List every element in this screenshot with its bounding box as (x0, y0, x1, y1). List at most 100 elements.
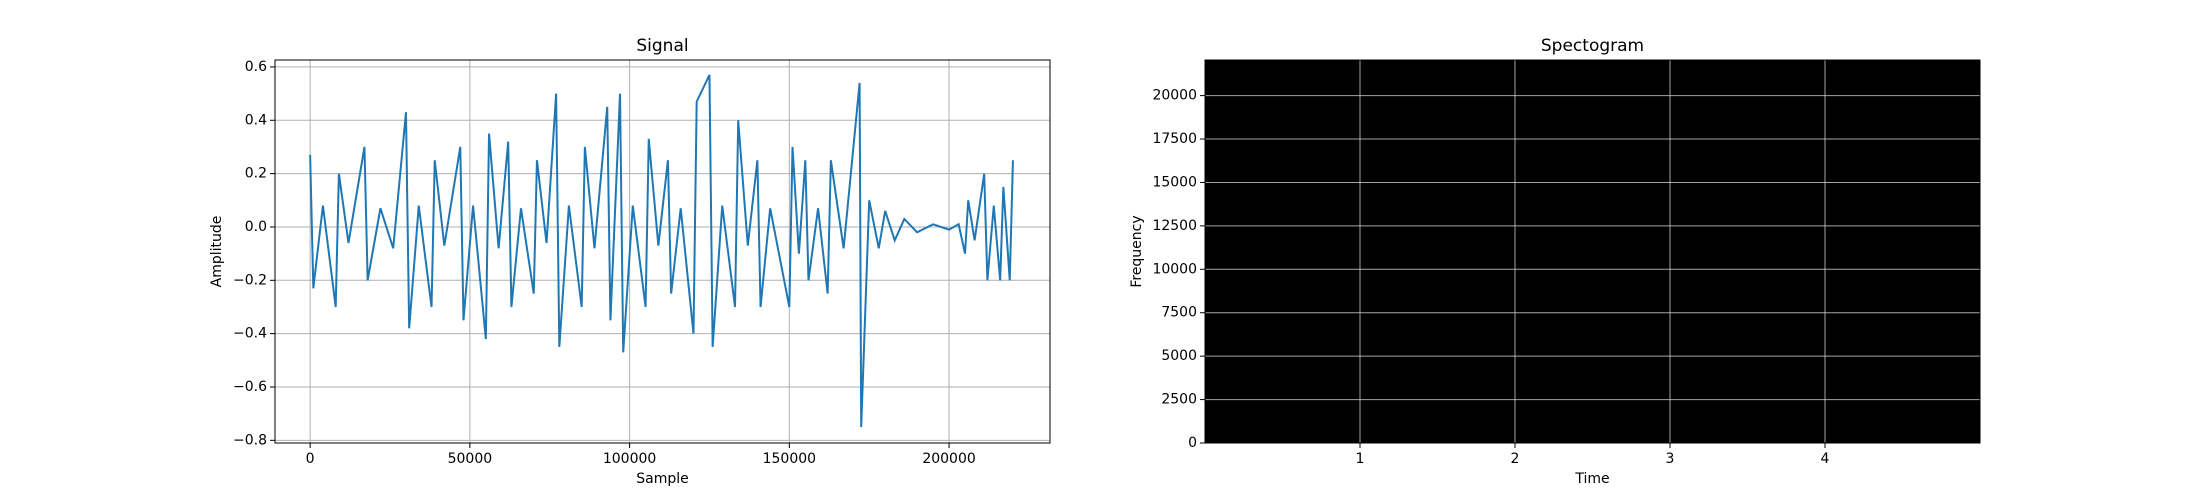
heatmap-cell (1422, 269, 1454, 314)
heatmap-cell (1391, 399, 1423, 427)
axes-frame (1204, 59, 1981, 444)
heatmap-cell (1453, 399, 1485, 427)
heatmap-cell (1453, 312, 1485, 357)
heatmap-cell (1546, 312, 1578, 357)
chart-title: Signal (636, 36, 688, 56)
heatmap-cell (1298, 60, 1330, 105)
heatmap-cell (1825, 60, 1857, 105)
y-tick-label: 7500 (1161, 305, 1197, 321)
heatmap-cell (1422, 225, 1454, 270)
heatmap-cell (1360, 399, 1392, 427)
heatmap-cell (1267, 60, 1299, 105)
heatmap-cell (1918, 269, 1950, 314)
heatmap-cell (1825, 225, 1857, 270)
heatmap-cell (1794, 425, 1826, 443)
heatmap-cell (1608, 182, 1640, 227)
heatmap-cell (1577, 60, 1609, 105)
heatmap-cell (1639, 182, 1671, 227)
heatmap-cell (1360, 182, 1392, 227)
x-tick-label: 0 (306, 451, 315, 467)
heatmap-cell (1732, 104, 1764, 140)
heatmap-cell (1949, 269, 1980, 314)
heatmap-cell (1918, 425, 1950, 443)
heatmap-cell (1205, 225, 1237, 270)
heatmap-cell (1670, 425, 1702, 443)
x-tick-label: 100000 (603, 451, 656, 467)
heatmap-cell (1608, 60, 1640, 105)
heatmap-cell (1670, 225, 1702, 270)
heatmap-cell (1608, 104, 1640, 140)
heatmap-cell (1856, 356, 1888, 401)
heatmap-cell (1794, 104, 1826, 140)
heatmap-cell (1763, 312, 1795, 357)
heatmap-cell (1422, 312, 1454, 357)
heatmap-cell (1267, 356, 1299, 401)
heatmap-cell (1546, 425, 1578, 443)
heatmap-cell (1546, 399, 1578, 427)
heatmap-cell (1949, 139, 1980, 183)
heatmap-cell (1856, 269, 1888, 314)
heatmap-cell (1391, 139, 1423, 183)
heatmap-cell (1825, 269, 1857, 314)
heatmap-cell (1670, 312, 1702, 357)
y-tick-label: 0.4 (245, 112, 267, 128)
heatmap-cell (1639, 356, 1671, 401)
heatmap-cell (1484, 399, 1516, 427)
heatmap-cell (1856, 225, 1888, 270)
heatmap-cell (1825, 399, 1857, 427)
heatmap-cell (1608, 399, 1640, 427)
heatmap-cell (1608, 312, 1640, 357)
heatmap-cell (1205, 104, 1237, 140)
x-tick-label: 200000 (922, 451, 975, 467)
heatmap-cell (1391, 356, 1423, 401)
heatmap-cell (1794, 356, 1826, 401)
heatmap-cell (1484, 269, 1516, 314)
heatmap-cell (1329, 139, 1361, 183)
heatmap-cell (1484, 139, 1516, 183)
heatmap-cell (1763, 139, 1795, 183)
heatmap-cell (1763, 269, 1795, 314)
heatmap-cell (1515, 104, 1547, 140)
heatmap-cell (1329, 104, 1361, 140)
heatmap-cell (1453, 225, 1485, 270)
heatmap-cell (1732, 425, 1764, 443)
heatmap-cell (1205, 139, 1237, 183)
heatmap-cell (1205, 356, 1237, 401)
heatmap-cell (1763, 425, 1795, 443)
heatmap-cell (1205, 182, 1237, 227)
heatmap-cell (1763, 225, 1795, 270)
heatmap-cell (1515, 425, 1547, 443)
heatmap-cell (1267, 399, 1299, 427)
heatmap-cell (1360, 312, 1392, 357)
heatmap-cell (1205, 312, 1237, 357)
heatmap-cell (1825, 312, 1857, 357)
heatmap-cell (1918, 356, 1950, 401)
heatmap-cell (1670, 399, 1702, 427)
heatmap-cell (1298, 104, 1330, 140)
heatmap-cell (1236, 312, 1268, 357)
heatmap-cell (1236, 269, 1268, 314)
heatmap-cell (1794, 269, 1826, 314)
heatmap-cell (1763, 399, 1795, 427)
y-tick-label: 0 (1188, 435, 1197, 451)
heatmap-cell (1701, 60, 1733, 105)
heatmap-cell (1670, 356, 1702, 401)
x-tick-label: 150000 (763, 451, 816, 467)
heatmap-cell (1856, 425, 1888, 443)
heatmap-cell (1732, 269, 1764, 314)
heatmap-cell (1949, 182, 1980, 227)
heatmap-cell (1422, 139, 1454, 183)
heatmap-cell (1453, 425, 1485, 443)
y-tick-label: 2500 (1161, 392, 1197, 408)
heatmap-cell (1391, 60, 1423, 105)
heatmap-cell (1608, 269, 1640, 314)
heatmap-cell (1422, 356, 1454, 401)
heatmap-cell (1608, 356, 1640, 401)
y-tick-label: 15000 (1152, 174, 1197, 190)
heatmap-cell (1236, 182, 1268, 227)
heatmap-cell (1267, 139, 1299, 183)
heatmap-cell (1763, 60, 1795, 105)
heatmap-cell (1577, 225, 1609, 270)
heatmap-cell (1670, 60, 1702, 105)
heatmap-cell (1577, 425, 1609, 443)
